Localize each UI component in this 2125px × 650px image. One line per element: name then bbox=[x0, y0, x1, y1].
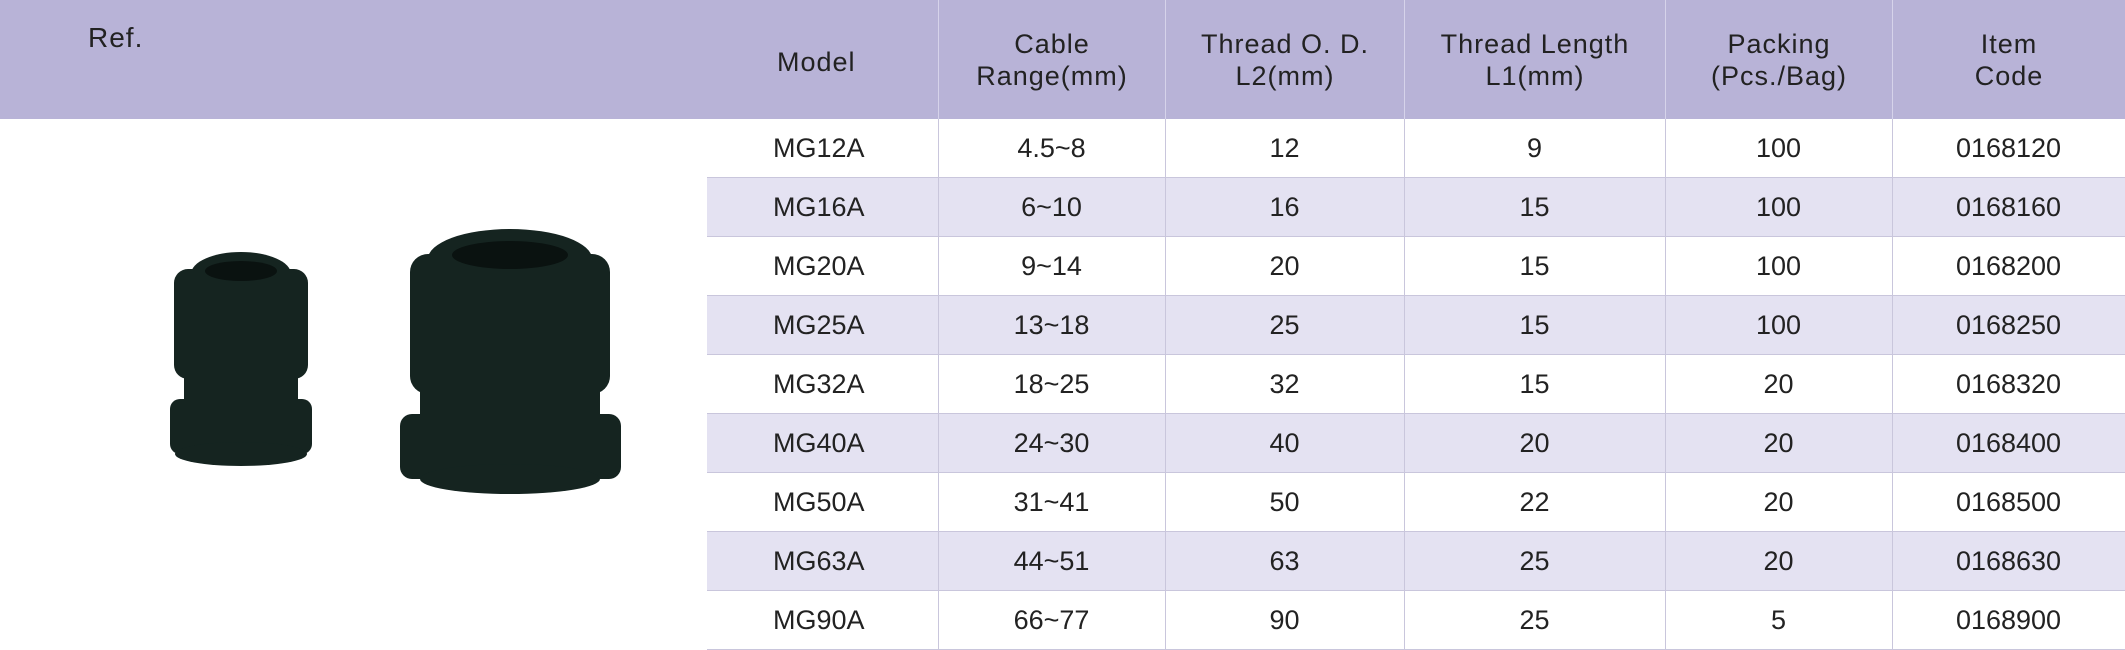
table-cell: 20 bbox=[1763, 428, 1794, 458]
table-row: MG50A 31~41 50 22 20 0168500 bbox=[707, 473, 2125, 532]
table-cell: 24~30 bbox=[1013, 428, 1090, 458]
column-divider bbox=[1404, 119, 1405, 650]
column-header: Thread Length L1(mm) bbox=[1404, 0, 1665, 119]
table-cell: 13~18 bbox=[1013, 310, 1090, 340]
ref-label: Ref. bbox=[88, 22, 144, 53]
column-divider bbox=[1165, 119, 1166, 650]
table-cell: MG90A bbox=[773, 605, 865, 635]
table-cell: 15 bbox=[1519, 369, 1550, 399]
table-cell: 40 bbox=[1269, 428, 1300, 458]
table-row: MG90A 66~77 90 25 5 0168900 bbox=[707, 591, 2125, 650]
table-cell: 15 bbox=[1519, 251, 1550, 281]
table-row: MG63A 44~51 63 25 20 0168630 bbox=[707, 532, 2125, 591]
table-cell: 50 bbox=[1269, 487, 1300, 517]
header-line: Code bbox=[1974, 60, 2044, 91]
table-cell: 100 bbox=[1755, 192, 1802, 222]
table-cell: 20 bbox=[1519, 428, 1550, 458]
column-divider bbox=[1665, 119, 1666, 650]
table-cell: MG63A bbox=[773, 546, 865, 576]
header-line: Item bbox=[1980, 28, 2038, 59]
header-line: Packing bbox=[1727, 28, 1831, 59]
table-cell: 12 bbox=[1269, 133, 1300, 163]
table-cell: 100 bbox=[1755, 133, 1802, 163]
header-line: Model bbox=[777, 46, 856, 77]
table-cell: 66~77 bbox=[1013, 605, 1090, 635]
table-cell: 63 bbox=[1269, 546, 1300, 576]
column-header: Model bbox=[707, 0, 938, 119]
header-line: Range(mm) bbox=[976, 60, 1128, 91]
table-cell: 6~10 bbox=[1021, 192, 1082, 222]
table-cell: MG20A bbox=[773, 251, 865, 281]
header-band bbox=[0, 0, 2125, 119]
header-line: Thread Length bbox=[1440, 28, 1630, 59]
table-cell: 4.5~8 bbox=[1017, 133, 1086, 163]
table-cell: 25 bbox=[1519, 605, 1550, 635]
table-cell: 25 bbox=[1519, 546, 1550, 576]
table-cell: 0168630 bbox=[1955, 546, 2062, 576]
table-row: MG16A 6~10 16 15 100 0168160 bbox=[707, 178, 2125, 237]
table-cell: MG25A bbox=[773, 310, 865, 340]
table-cell: 0168160 bbox=[1955, 192, 2062, 222]
table-cell: 32 bbox=[1269, 369, 1300, 399]
table-cell: 100 bbox=[1755, 310, 1802, 340]
table-cell: 44~51 bbox=[1013, 546, 1090, 576]
table-cell: 0168250 bbox=[1955, 310, 2062, 340]
table-row: MG40A 24~30 40 20 20 0168400 bbox=[707, 414, 2125, 473]
column-header: Cable Range(mm) bbox=[938, 0, 1165, 119]
table-cell: 5 bbox=[1770, 605, 1787, 635]
table-cell: 9 bbox=[1526, 133, 1543, 163]
table-cell: MG32A bbox=[773, 369, 865, 399]
table-cell: 0168320 bbox=[1955, 369, 2062, 399]
column-header: Thread O. D. L2(mm) bbox=[1165, 0, 1404, 119]
column-header: Item Code bbox=[1892, 0, 2125, 119]
product-image bbox=[170, 229, 621, 494]
table-cell: 100 bbox=[1755, 251, 1802, 281]
table-cell: 20 bbox=[1763, 369, 1794, 399]
table-cell: 16 bbox=[1269, 192, 1300, 222]
table-cell: 15 bbox=[1519, 310, 1550, 340]
header-line: L2(mm) bbox=[1235, 60, 1335, 91]
table-cell: MG40A bbox=[773, 428, 865, 458]
table-cell: 9~14 bbox=[1021, 251, 1082, 281]
table-cell: 25 bbox=[1269, 310, 1300, 340]
table-cell: 22 bbox=[1519, 487, 1550, 517]
column-divider bbox=[938, 119, 939, 650]
table-row: MG25A 13~18 25 15 100 0168250 bbox=[707, 296, 2125, 355]
header-line: L1(mm) bbox=[1485, 60, 1585, 91]
header-line: Thread O. D. bbox=[1200, 28, 1370, 59]
table-cell: 0168400 bbox=[1955, 428, 2062, 458]
column-divider bbox=[1892, 119, 1893, 650]
table-cell: 0168200 bbox=[1955, 251, 2062, 281]
column-header: Packing (Pcs./Bag) bbox=[1665, 0, 1892, 119]
table-row: MG32A 18~25 32 15 20 0168320 bbox=[707, 355, 2125, 414]
table-cell: 31~41 bbox=[1013, 487, 1090, 517]
table-cell: 15 bbox=[1519, 192, 1550, 222]
table-cell: 20 bbox=[1269, 251, 1300, 281]
table-cell: 18~25 bbox=[1013, 369, 1090, 399]
table-cell: 20 bbox=[1763, 546, 1794, 576]
table-cell: 20 bbox=[1763, 487, 1794, 517]
table-cell: 0168900 bbox=[1955, 605, 2062, 635]
header-line: Cable bbox=[1014, 28, 1090, 59]
table-row: MG20A 9~14 20 15 100 0168200 bbox=[707, 237, 2125, 296]
table-row: MG12A 4.5~8 12 9 100 0168120 bbox=[707, 119, 2125, 178]
table-cell: MG12A bbox=[773, 133, 865, 163]
table-cell: 0168120 bbox=[1955, 133, 2062, 163]
table-cell: 0168500 bbox=[1955, 487, 2062, 517]
table-cell: MG50A bbox=[773, 487, 865, 517]
table-cell: 90 bbox=[1269, 605, 1300, 635]
table-cell: MG16A bbox=[773, 192, 865, 222]
header-line: (Pcs./Bag) bbox=[1710, 60, 1848, 91]
